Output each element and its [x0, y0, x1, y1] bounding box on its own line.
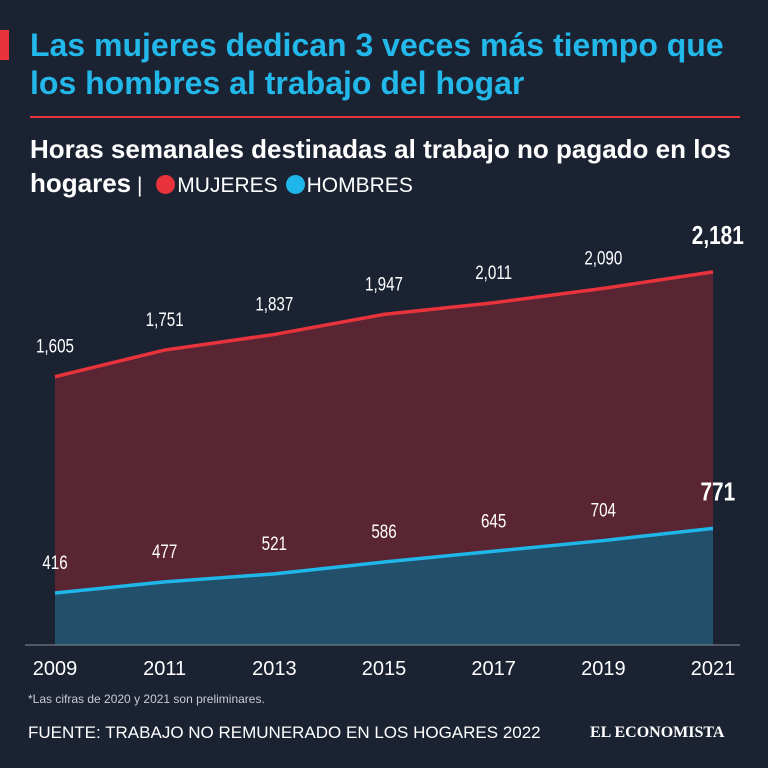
value-label: 477 — [152, 540, 177, 562]
separator: | — [131, 174, 149, 197]
value-label: 586 — [371, 520, 396, 542]
value-label: 704 — [591, 499, 617, 521]
subtitle: Horas semanales destinadas al trabajo no… — [30, 134, 731, 198]
value-label: 521 — [262, 532, 287, 554]
legend-swatch — [285, 175, 305, 194]
x-tick-label: 2019 — [581, 658, 626, 680]
value-label: 645 — [481, 510, 506, 532]
x-tick-label: 2017 — [471, 658, 516, 680]
x-tick-label: 2011 — [143, 658, 186, 680]
brand: EL ECONOMISTA — [590, 724, 725, 741]
value-label: 2,011 — [475, 261, 512, 283]
x-tick-label: 2013 — [252, 658, 297, 680]
value-label: 416 — [42, 551, 67, 573]
value-label: 1,947 — [365, 273, 403, 295]
legend-label: MUJERES — [177, 174, 278, 197]
chart-title: Las mujeres dedican 3 veces más tiempo q… — [30, 27, 724, 101]
x-tick-label: 2015 — [362, 658, 407, 680]
legend-swatch — [156, 175, 176, 194]
source: FUENTE: TRABAJO NO REMUNERADO EN LOS HOG… — [28, 723, 541, 742]
value-label: 2,181 — [692, 221, 744, 250]
line — [54, 526, 714, 595]
line — [54, 270, 714, 379]
legend-label: HOMBRES — [306, 174, 413, 197]
note: *Las cifras de 2020 y 2021 son prelimina… — [28, 692, 265, 706]
value-label: 1,751 — [146, 308, 184, 330]
x-tick-label: 2021 — [691, 658, 736, 680]
area — [55, 528, 713, 645]
value-label: 1,605 — [36, 335, 74, 357]
subtitle-block: Horas semanales destinadas al trabajo no… — [30, 132, 755, 203]
value-label: 1,837 — [255, 293, 293, 315]
value-label: 771 — [700, 477, 735, 506]
divider — [30, 116, 740, 118]
value-label: 2,090 — [584, 247, 622, 269]
x-tick-label: 2009 — [33, 658, 78, 680]
accent-bar — [0, 30, 9, 60]
